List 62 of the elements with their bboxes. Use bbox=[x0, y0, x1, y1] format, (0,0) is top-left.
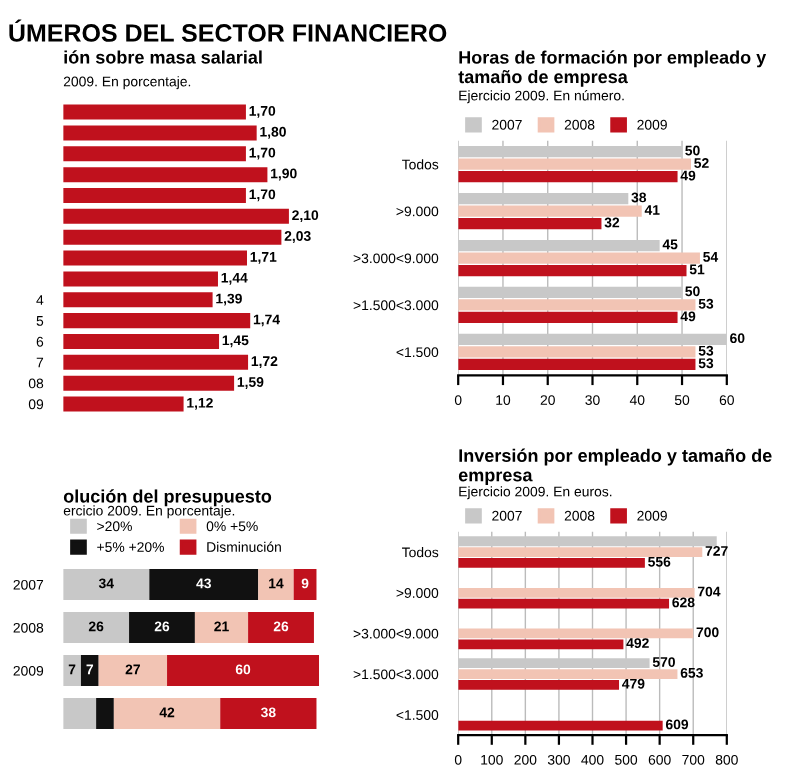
bar bbox=[458, 680, 620, 690]
bar bbox=[63, 229, 282, 245]
bar bbox=[458, 346, 696, 358]
bar bbox=[63, 271, 218, 287]
bar bbox=[458, 252, 700, 264]
bar bbox=[458, 193, 629, 205]
bar bbox=[458, 536, 717, 547]
bar bbox=[458, 587, 695, 598]
bar bbox=[63, 250, 247, 266]
bar bbox=[63, 187, 246, 204]
bar bbox=[458, 669, 678, 679]
bar bbox=[63, 396, 184, 412]
bar bbox=[63, 569, 150, 601]
chart-title: Horas de formación por empleado y tamaño de empresa bbox=[458, 50, 767, 87]
bar bbox=[458, 547, 703, 557]
bar bbox=[113, 698, 221, 730]
text: ÚMEROS DEL SECTOR FINANCIERO bbox=[9, 19, 447, 42]
bar bbox=[458, 171, 678, 183]
chart-title: ión sobre masa salarial bbox=[64, 50, 262, 64]
bar bbox=[458, 146, 683, 158]
bar bbox=[167, 655, 320, 687]
bar bbox=[63, 104, 246, 120]
bar bbox=[293, 569, 317, 601]
bar bbox=[458, 720, 663, 731]
bar bbox=[458, 333, 727, 346]
bar bbox=[63, 146, 246, 162]
bar bbox=[458, 311, 678, 324]
bar bbox=[96, 698, 114, 730]
bar bbox=[63, 698, 97, 730]
bar bbox=[458, 558, 645, 568]
bar bbox=[63, 125, 257, 141]
bar bbox=[129, 612, 195, 644]
chart-title: Inversión por empleado y tamaño de empresa bbox=[458, 448, 772, 485]
bar bbox=[149, 569, 259, 601]
bar bbox=[458, 205, 642, 217]
chart-title: olución del presupuesto bbox=[63, 489, 272, 507]
bar bbox=[458, 299, 696, 311]
bar bbox=[63, 313, 251, 329]
bar bbox=[458, 218, 602, 230]
bar bbox=[80, 655, 99, 687]
bar bbox=[248, 612, 314, 644]
bar bbox=[63, 655, 81, 687]
bar bbox=[458, 598, 670, 609]
bar bbox=[63, 375, 235, 391]
bar bbox=[258, 569, 294, 601]
bar bbox=[458, 639, 624, 650]
bar bbox=[63, 333, 220, 349]
bar bbox=[458, 286, 683, 299]
bar bbox=[63, 354, 249, 370]
bar bbox=[458, 239, 660, 252]
bar bbox=[98, 655, 168, 687]
bar bbox=[458, 628, 694, 639]
bar bbox=[220, 698, 317, 730]
bar bbox=[458, 264, 687, 277]
bar bbox=[63, 292, 213, 308]
bar bbox=[63, 208, 289, 224]
bar bbox=[458, 358, 696, 371]
bar bbox=[63, 167, 268, 183]
bar bbox=[63, 612, 130, 644]
bar bbox=[458, 658, 650, 669]
bar bbox=[458, 158, 691, 170]
bar bbox=[194, 612, 249, 644]
